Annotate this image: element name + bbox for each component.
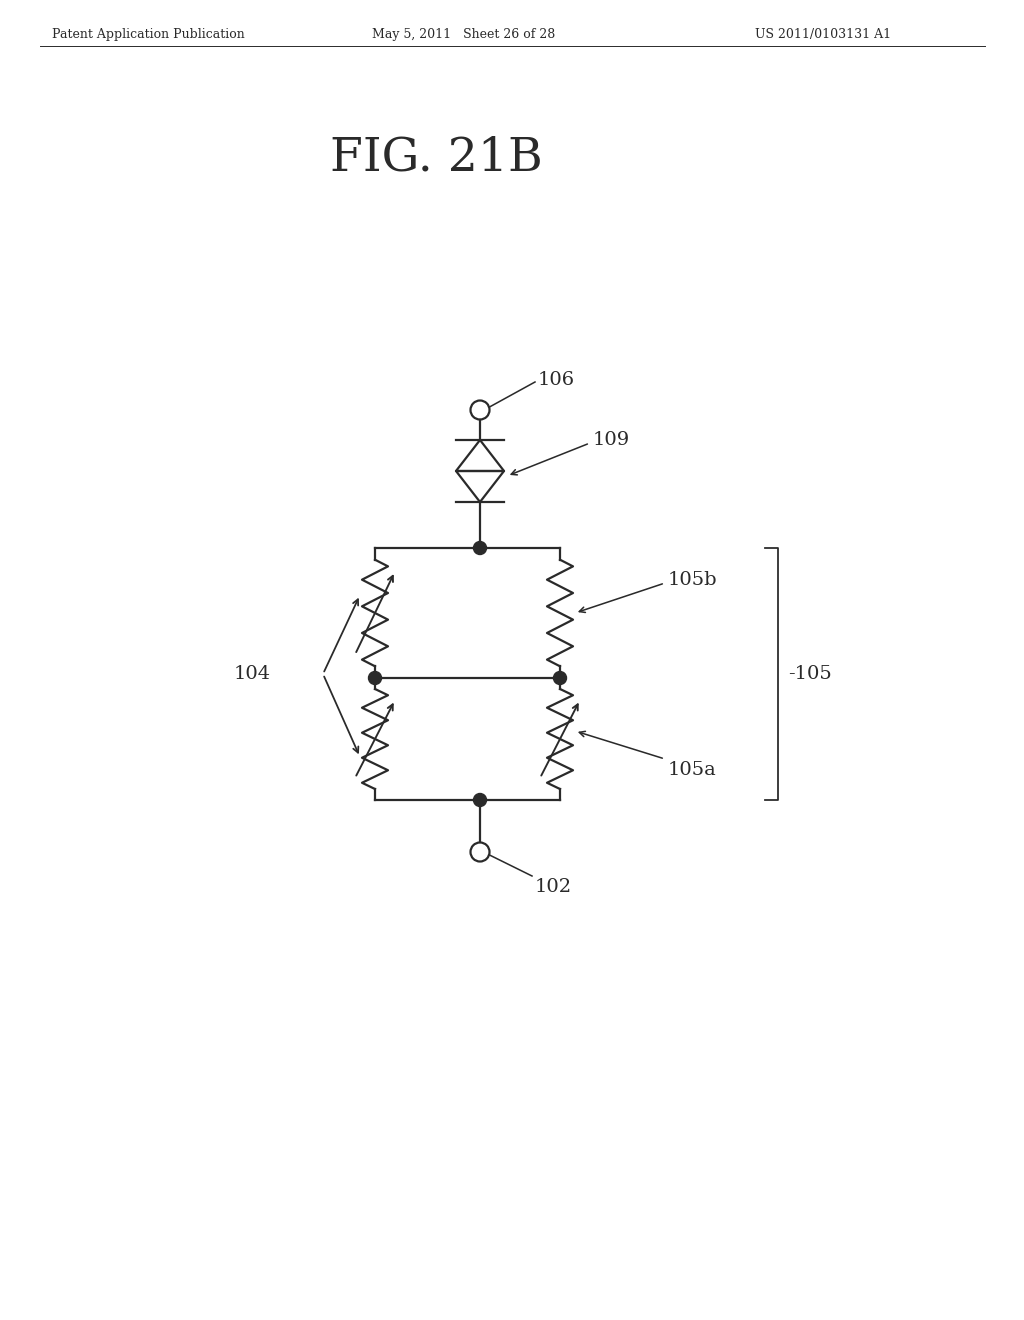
Text: 102: 102 xyxy=(535,878,572,896)
Circle shape xyxy=(369,672,382,685)
Text: 105a: 105a xyxy=(668,762,717,779)
Circle shape xyxy=(473,793,486,807)
Text: FIG. 21B: FIG. 21B xyxy=(330,135,543,181)
Text: 105b: 105b xyxy=(668,572,718,589)
Text: US 2011/0103131 A1: US 2011/0103131 A1 xyxy=(755,28,891,41)
Text: May 5, 2011   Sheet 26 of 28: May 5, 2011 Sheet 26 of 28 xyxy=(372,28,555,41)
Text: 109: 109 xyxy=(593,432,630,449)
Circle shape xyxy=(554,672,566,685)
Text: 106: 106 xyxy=(538,371,575,389)
Text: 104: 104 xyxy=(233,665,271,682)
Circle shape xyxy=(473,541,486,554)
Text: Patent Application Publication: Patent Application Publication xyxy=(52,28,245,41)
Text: -105: -105 xyxy=(788,665,831,682)
